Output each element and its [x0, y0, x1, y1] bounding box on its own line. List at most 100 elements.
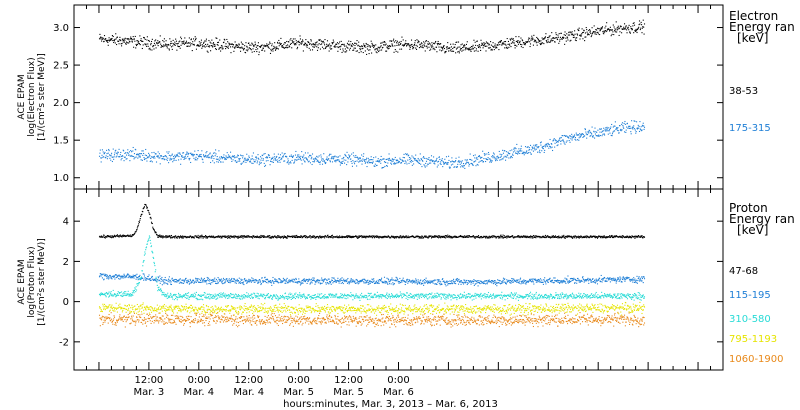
data-point	[240, 278, 242, 280]
data-point	[329, 45, 331, 47]
data-point	[239, 282, 242, 284]
data-point	[343, 156, 345, 158]
data-point	[517, 43, 519, 45]
data-point	[356, 236, 358, 239]
data-point	[331, 277, 333, 279]
data-point	[420, 236, 422, 238]
data-point	[223, 279, 225, 281]
data-point	[180, 44, 182, 46]
data-point	[585, 236, 587, 238]
data-point	[401, 237, 403, 239]
data-point	[325, 283, 327, 285]
data-point	[472, 164, 474, 166]
data-point	[248, 42, 250, 44]
data-point	[611, 133, 614, 135]
data-point	[534, 148, 536, 150]
data-point	[510, 42, 512, 44]
data-point	[438, 156, 440, 158]
data-point	[542, 38, 544, 40]
data-point	[156, 155, 158, 158]
data-point	[415, 47, 417, 49]
data-point	[230, 46, 232, 48]
data-point	[333, 277, 335, 279]
data-point	[306, 236, 308, 238]
data-point	[405, 281, 407, 283]
data-point	[222, 279, 224, 281]
data-point	[474, 41, 476, 43]
data-point	[189, 42, 191, 44]
data-point	[320, 154, 322, 156]
data-point	[481, 156, 483, 158]
data-point	[616, 127, 618, 130]
data-point	[634, 236, 636, 238]
data-point	[108, 154, 111, 156]
data-point	[329, 161, 331, 163]
data-point	[401, 159, 403, 161]
data-point	[175, 159, 177, 161]
data-point	[544, 149, 546, 151]
data-point	[172, 45, 174, 47]
data-point	[267, 282, 269, 284]
data-point	[246, 235, 248, 237]
data-point	[589, 30, 591, 32]
data-point	[215, 37, 217, 39]
data-point	[306, 282, 308, 284]
data-point	[107, 156, 109, 158]
data-point	[392, 236, 394, 238]
data-point	[197, 278, 199, 280]
data-point	[430, 48, 432, 50]
data-point	[182, 152, 184, 154]
data-point	[562, 135, 564, 137]
data-point	[406, 278, 408, 280]
data-point	[166, 279, 168, 281]
data-point	[556, 36, 558, 39]
data-point	[426, 165, 428, 167]
data-point	[286, 236, 288, 238]
data-point	[507, 235, 509, 237]
data-point	[292, 155, 294, 157]
data-point	[428, 43, 430, 45]
data-point	[567, 136, 569, 138]
data-point	[610, 35, 612, 37]
data-point	[465, 161, 467, 163]
data-point	[451, 235, 453, 238]
data-point	[533, 34, 535, 36]
data-point	[541, 150, 543, 152]
data-point	[99, 149, 101, 151]
data-point	[406, 163, 408, 165]
data-point	[328, 50, 330, 52]
data-point	[422, 47, 424, 49]
data-point	[412, 280, 414, 283]
data-point	[384, 44, 386, 46]
data-point	[567, 34, 569, 36]
data-point	[356, 279, 358, 281]
data-point	[129, 155, 131, 157]
data-point	[211, 282, 213, 284]
data-point	[419, 237, 421, 239]
data-point	[547, 145, 549, 147]
data-point	[489, 158, 491, 160]
data-point	[274, 158, 276, 160]
data-point	[155, 280, 157, 282]
data-point	[491, 236, 493, 238]
data-point	[521, 44, 523, 46]
data-point	[375, 156, 377, 158]
data-point	[126, 38, 128, 40]
data-point	[522, 152, 524, 154]
data-point	[520, 37, 522, 39]
data-point	[157, 279, 159, 281]
data-point	[467, 48, 470, 50]
data-point	[410, 281, 412, 283]
data-point	[356, 279, 358, 281]
data-point	[256, 162, 258, 164]
data-point	[330, 236, 332, 238]
data-point	[292, 236, 294, 238]
data-point	[194, 40, 196, 42]
data-point	[389, 281, 391, 283]
data-point	[182, 279, 184, 281]
data-point	[271, 43, 273, 45]
data-point	[621, 235, 623, 237]
data-point	[581, 28, 583, 30]
data-point	[188, 42, 190, 44]
data-point	[302, 279, 304, 281]
